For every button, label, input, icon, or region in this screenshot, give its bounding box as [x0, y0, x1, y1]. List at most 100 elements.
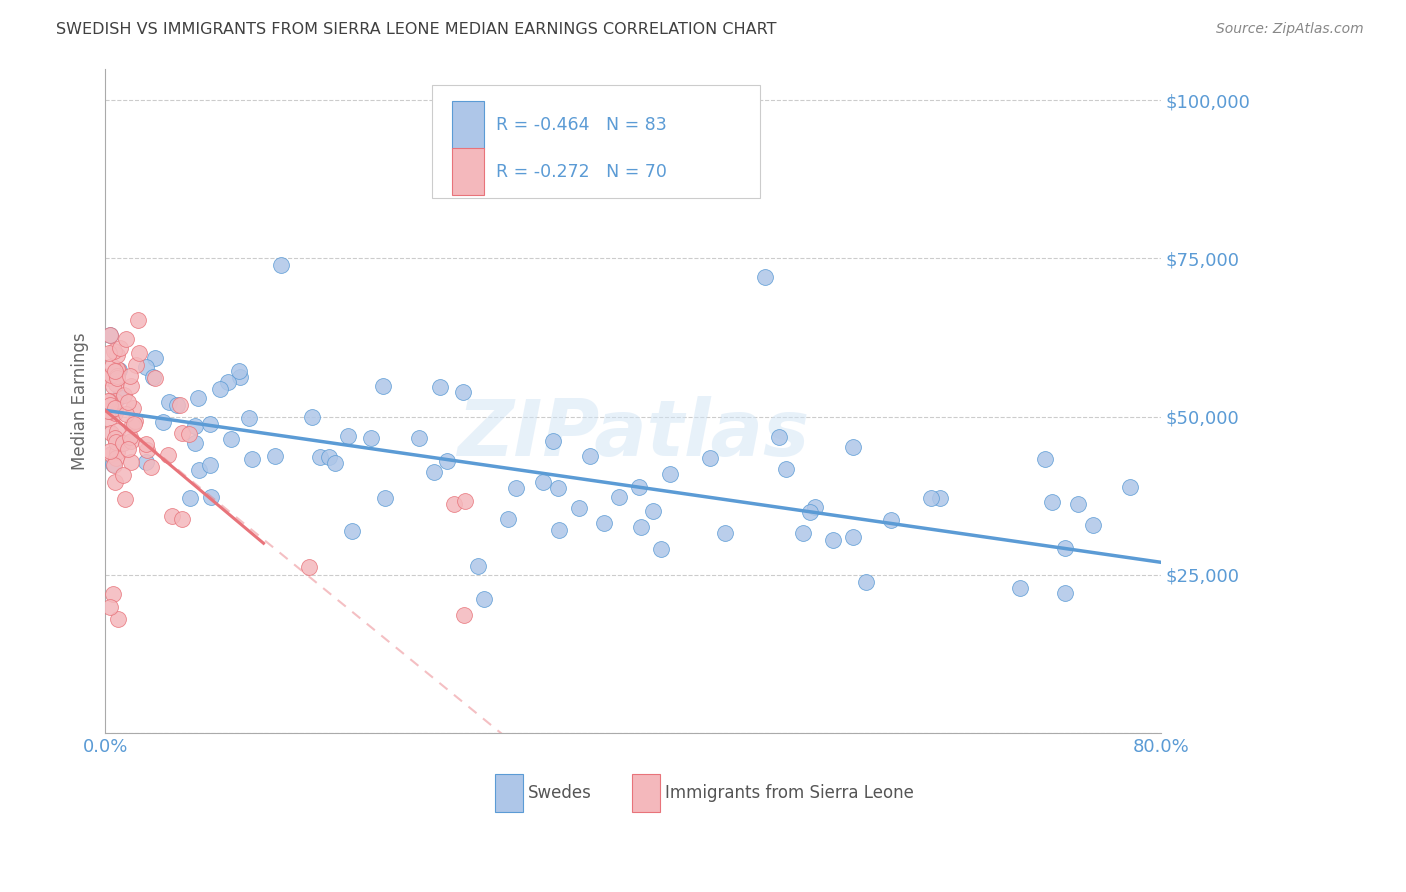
Point [105, 370, 128, 384]
Point [100, 599, 122, 614]
Point [1053, 541, 1076, 555]
Point [340, 524, 363, 538]
Point [121, 418, 143, 433]
Point [799, 505, 821, 519]
Point [100, 368, 122, 382]
Point [100, 327, 122, 342]
Point [100, 426, 122, 441]
Point [120, 455, 142, 469]
Point [114, 491, 136, 506]
Point [920, 491, 942, 505]
Point [804, 500, 827, 515]
Point [104, 431, 127, 445]
Point [323, 457, 346, 471]
Text: R = -0.272   N = 70: R = -0.272 N = 70 [496, 162, 666, 180]
Point [548, 523, 571, 537]
Point [360, 431, 382, 445]
Point [104, 364, 127, 378]
Point [112, 388, 135, 402]
Point [172, 512, 194, 526]
Point [157, 395, 180, 409]
Point [531, 475, 554, 489]
Point [120, 379, 142, 393]
Point [301, 410, 323, 425]
Point [373, 379, 395, 393]
Point [472, 592, 495, 607]
Point [104, 401, 127, 415]
Point [136, 443, 159, 458]
Point [112, 468, 135, 483]
Point [117, 442, 139, 457]
Point [169, 398, 191, 412]
Point [754, 270, 776, 285]
Point [928, 491, 950, 505]
Point [107, 363, 129, 377]
Point [98, 398, 121, 412]
Point [156, 448, 179, 462]
Point [103, 343, 125, 358]
Point [309, 450, 332, 464]
Point [221, 432, 243, 446]
Point [103, 379, 125, 393]
Point [429, 380, 451, 394]
Point [821, 533, 844, 547]
Point [454, 494, 477, 508]
Point [408, 431, 430, 445]
Point [142, 370, 165, 384]
Point [104, 394, 127, 409]
Point [1067, 497, 1090, 511]
Point [104, 450, 127, 465]
Point [98, 370, 121, 384]
Point [97, 404, 120, 418]
Point [228, 364, 250, 378]
Point [436, 453, 458, 467]
Point [200, 491, 222, 505]
Point [179, 491, 201, 506]
Point [630, 520, 652, 534]
Point [97, 346, 120, 360]
Point [443, 497, 465, 511]
Point [118, 430, 141, 444]
Point [177, 426, 200, 441]
Point [792, 525, 814, 540]
Point [1033, 452, 1056, 467]
Point [543, 434, 565, 448]
Point [103, 403, 125, 417]
Point [128, 346, 150, 360]
Point [607, 491, 630, 505]
Point [122, 417, 145, 431]
Y-axis label: Median Earnings: Median Earnings [72, 332, 89, 470]
Point [423, 465, 446, 479]
Point [107, 612, 129, 626]
Point [270, 258, 292, 272]
FancyBboxPatch shape [453, 147, 484, 195]
Point [337, 429, 360, 443]
Point [298, 559, 321, 574]
Point [135, 455, 157, 469]
Point [186, 391, 208, 405]
Point [198, 417, 221, 432]
Point [135, 437, 157, 451]
Point [105, 435, 128, 450]
Point [120, 434, 142, 449]
Point [496, 511, 519, 525]
Point [198, 458, 221, 473]
Point [100, 359, 122, 373]
Point [880, 512, 903, 526]
Point [108, 363, 131, 377]
Point [100, 447, 122, 461]
Point [1081, 518, 1104, 533]
Point [658, 467, 681, 482]
Point [103, 405, 125, 419]
Point [101, 587, 124, 601]
Point [141, 459, 163, 474]
Point [217, 376, 239, 390]
Point [135, 359, 157, 374]
Point [650, 541, 672, 556]
Point [117, 395, 139, 409]
Point [98, 412, 121, 426]
Point [505, 481, 527, 495]
Text: R = -0.464   N = 83: R = -0.464 N = 83 [496, 116, 666, 134]
Point [188, 463, 211, 477]
Point [143, 371, 166, 385]
